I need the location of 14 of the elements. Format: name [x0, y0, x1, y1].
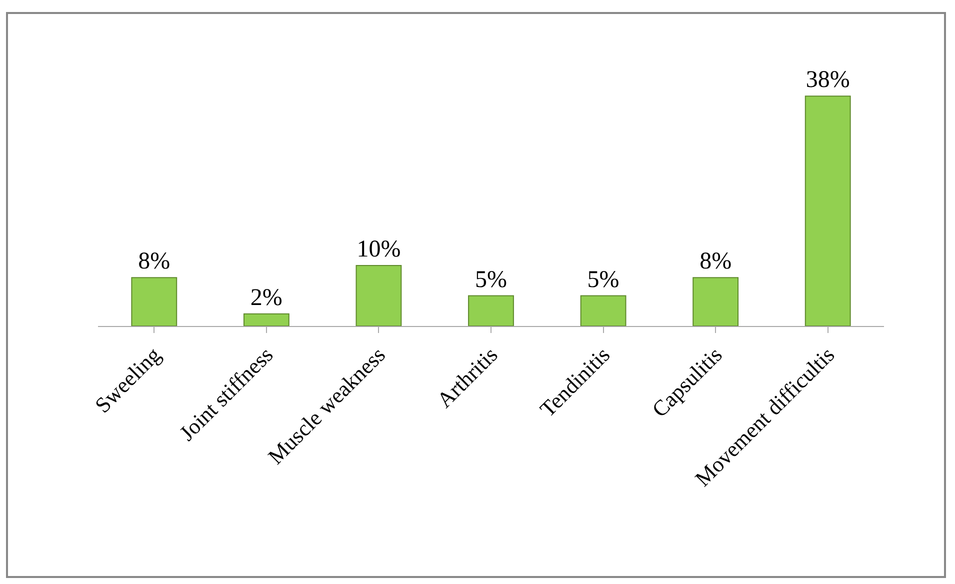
bar: [692, 277, 739, 326]
bar: [243, 313, 290, 326]
data-label: 8%: [700, 248, 732, 275]
data-label: 5%: [587, 266, 620, 293]
data-label: 8%: [138, 248, 170, 275]
data-label: 2%: [250, 284, 282, 311]
data-label: 38%: [806, 67, 850, 94]
bar: [131, 277, 178, 326]
data-label: 10%: [356, 236, 401, 262]
bar: [804, 96, 851, 326]
bar: [356, 265, 402, 326]
data-label: 5%: [475, 266, 507, 293]
bar: [468, 295, 514, 326]
bar: [580, 295, 626, 326]
